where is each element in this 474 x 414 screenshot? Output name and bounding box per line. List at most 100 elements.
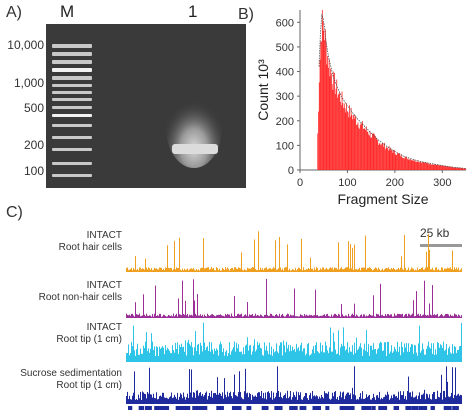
signal-bar — [154, 267, 155, 272]
ladder-label-200: 200 — [23, 138, 44, 152]
signal-bar — [320, 268, 321, 272]
signal-bar — [146, 267, 147, 272]
histogram-bar — [465, 168, 467, 170]
signal-bar — [348, 241, 349, 272]
gene-block — [162, 406, 170, 410]
signal-bar — [180, 393, 181, 404]
signal-bar — [376, 395, 377, 404]
signal-bar — [166, 268, 167, 272]
signal-bar — [175, 269, 176, 272]
signal-bar — [236, 268, 237, 272]
signal-bar — [410, 346, 411, 362]
signal-bar — [306, 314, 307, 318]
signal-bar — [432, 393, 433, 404]
signal-bar — [420, 314, 421, 318]
signal-bar — [388, 314, 389, 318]
signal-bar — [346, 349, 347, 362]
signal-bar — [154, 313, 155, 318]
track-label: INTACT Root tip (1 cm) — [4, 322, 122, 346]
signal-bar — [164, 397, 165, 404]
signal-bar — [402, 347, 403, 362]
signal-bar — [152, 341, 153, 362]
signal-bar — [435, 399, 436, 404]
ladder-band — [52, 114, 92, 117]
scale-bar — [420, 244, 462, 247]
signal-bar — [253, 345, 254, 362]
histogram-bar — [399, 153, 401, 170]
signal-bar — [390, 314, 391, 318]
signal-bar — [267, 315, 268, 318]
histogram-bar — [321, 41, 322, 171]
signal-bar — [357, 350, 358, 362]
histogram-bar — [321, 10, 323, 170]
signal-bar — [417, 355, 418, 362]
signal-bar — [198, 315, 199, 318]
signal-bar — [143, 268, 144, 272]
signal-bar — [454, 394, 455, 404]
signal-bar — [171, 392, 172, 404]
signal-bar — [412, 268, 413, 272]
signal-bar — [423, 393, 424, 404]
histogram-bar — [453, 167, 454, 170]
signal-bar — [138, 354, 139, 362]
signal-bar — [407, 269, 408, 272]
signal-bar — [408, 343, 409, 362]
signal-bar — [402, 268, 403, 272]
signal-bar — [188, 398, 189, 404]
signal-bar — [186, 315, 187, 318]
signal-bar — [277, 351, 278, 362]
signal-bar — [344, 346, 345, 362]
signal-bar — [193, 392, 194, 404]
signal-bar — [260, 347, 261, 362]
signal-bar — [328, 269, 329, 272]
signal-bar — [256, 269, 257, 272]
signal-bar — [458, 349, 459, 362]
signal-bar — [266, 278, 267, 318]
signal-bar — [172, 270, 173, 272]
signal-bar — [309, 395, 310, 404]
signal-bar — [373, 343, 374, 362]
signal-bar — [315, 289, 316, 318]
signal-bar — [424, 389, 425, 404]
signal-bar — [374, 316, 375, 318]
x-tick-label: 200 — [386, 177, 404, 189]
histogram-bar — [378, 144, 379, 170]
signal-bar — [139, 313, 140, 318]
signal-bar — [454, 346, 455, 362]
signal-bar — [400, 314, 401, 318]
signal-bar — [191, 342, 192, 362]
signal-bar — [270, 354, 271, 362]
signal-bar — [332, 392, 333, 404]
signal-bar — [322, 397, 323, 404]
signal-bar — [246, 270, 247, 272]
signal-bar — [145, 258, 146, 272]
signal-bar — [355, 316, 356, 318]
signal-bar — [299, 316, 300, 318]
histogram-bar — [447, 166, 448, 170]
signal-bar — [242, 354, 243, 362]
signal-bar — [409, 392, 410, 404]
signal-bar — [417, 267, 418, 272]
signal-bar — [409, 270, 410, 272]
signal-bar — [385, 313, 386, 318]
histogram-bar — [463, 168, 465, 170]
signal-bar — [245, 314, 246, 318]
signal-bar — [363, 314, 364, 318]
signal-bar — [366, 269, 367, 272]
signal-bar — [231, 351, 232, 362]
panel-c-letter: C) — [6, 204, 23, 221]
signal-bar — [282, 268, 283, 272]
signal-bar — [357, 315, 358, 318]
signal-bar — [212, 397, 213, 404]
signal-bar — [175, 396, 176, 404]
signal-bar — [217, 377, 218, 404]
signal-bar — [443, 270, 444, 272]
signal-bar — [200, 314, 201, 318]
signal-bar — [413, 353, 414, 362]
signal-bar — [319, 269, 320, 272]
signal-bar — [226, 350, 227, 362]
signal-bar — [179, 344, 180, 362]
signal-bar — [219, 344, 220, 362]
signal-bar — [281, 314, 282, 318]
signal-bar — [324, 352, 325, 362]
